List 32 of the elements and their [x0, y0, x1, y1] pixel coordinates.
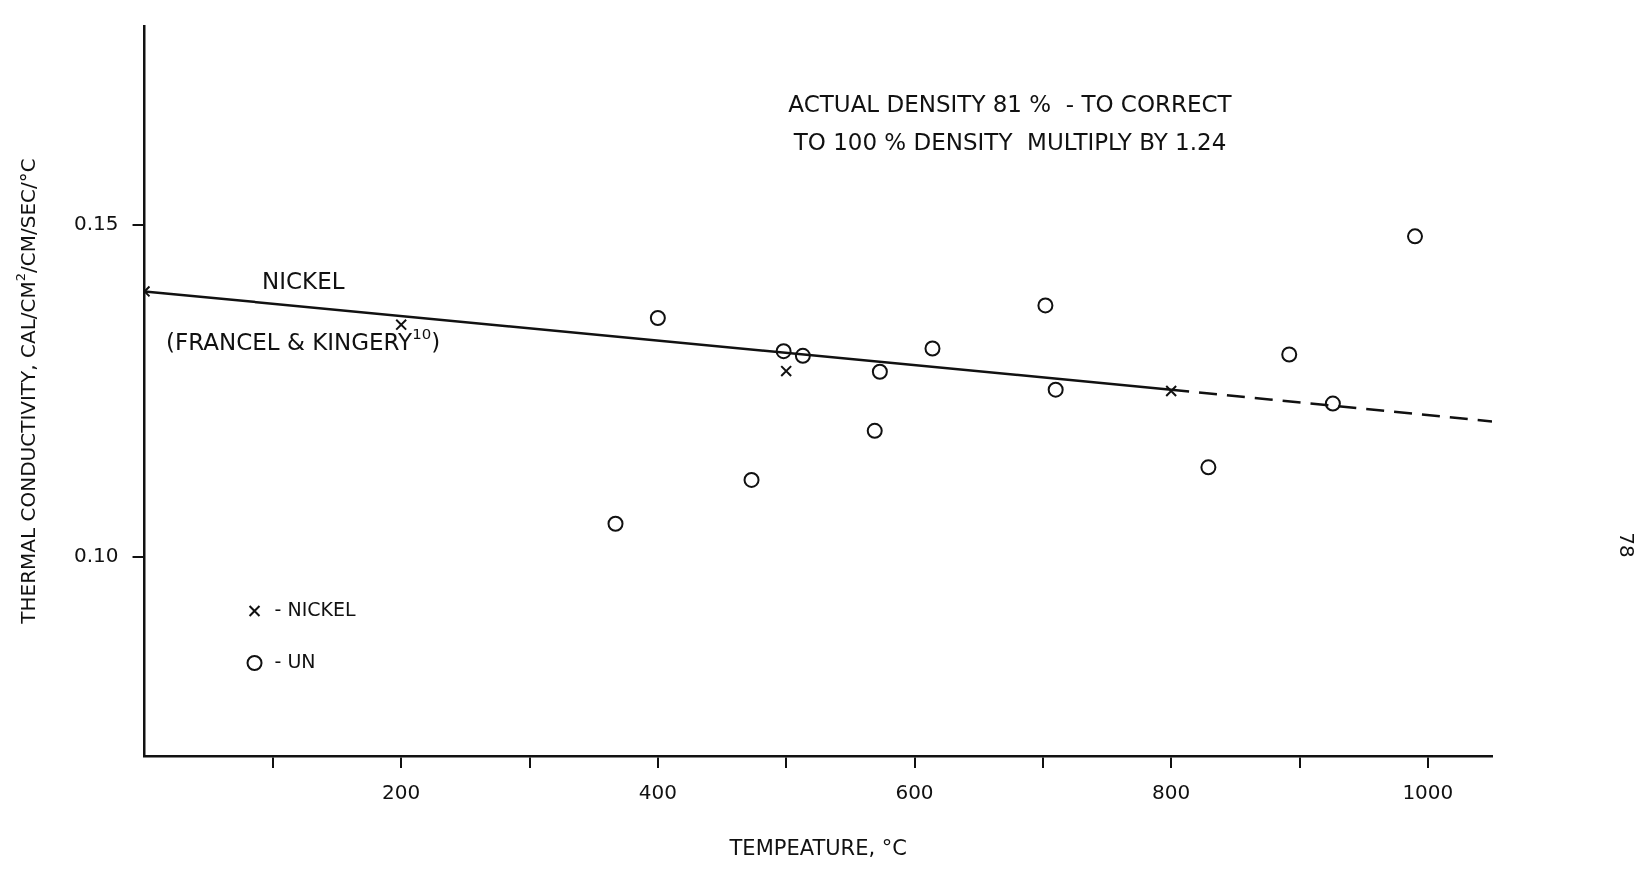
point	[1281, 346, 1298, 363]
text: 78	[1614, 532, 1639, 558]
y-axis-title: THERMAL CONDUCTIVITY, CAL/CM2/CM/SEC/°C	[13, 158, 41, 625]
legend-label: - UN	[274, 649, 316, 672]
point	[794, 347, 811, 364]
point	[649, 310, 666, 326]
point	[1200, 459, 1217, 476]
point	[743, 471, 760, 488]
point	[1047, 381, 1064, 398]
x-tick-label: 1000	[1402, 780, 1454, 805]
x-tick-label: 200	[382, 780, 421, 805]
point	[775, 343, 792, 360]
y-tick-label: 0.10	[74, 543, 119, 568]
annotation: ACTUAL DENSITY 81 % - TO CORRECT	[788, 90, 1233, 117]
y-tick-label: 0.15	[74, 211, 119, 236]
x-tick-label: 800	[1152, 780, 1191, 805]
point	[1324, 395, 1341, 412]
point	[924, 340, 941, 357]
x-tick-label: 400	[638, 780, 677, 805]
point	[780, 365, 793, 378]
annotation: NICKEL	[262, 267, 345, 294]
x-tick-label: 600	[895, 780, 934, 805]
x-axis-title: TEMPEATURE, °C	[728, 836, 908, 861]
point	[866, 422, 883, 439]
point	[395, 318, 408, 331]
point	[1407, 228, 1423, 245]
point	[1165, 385, 1178, 397]
legend-label: - NICKEL	[274, 597, 356, 620]
annotation: TO 100 % DENSITY MULTIPLY BY 1.24	[792, 128, 1227, 155]
point	[1037, 297, 1054, 314]
point	[871, 363, 888, 380]
point	[607, 515, 624, 532]
